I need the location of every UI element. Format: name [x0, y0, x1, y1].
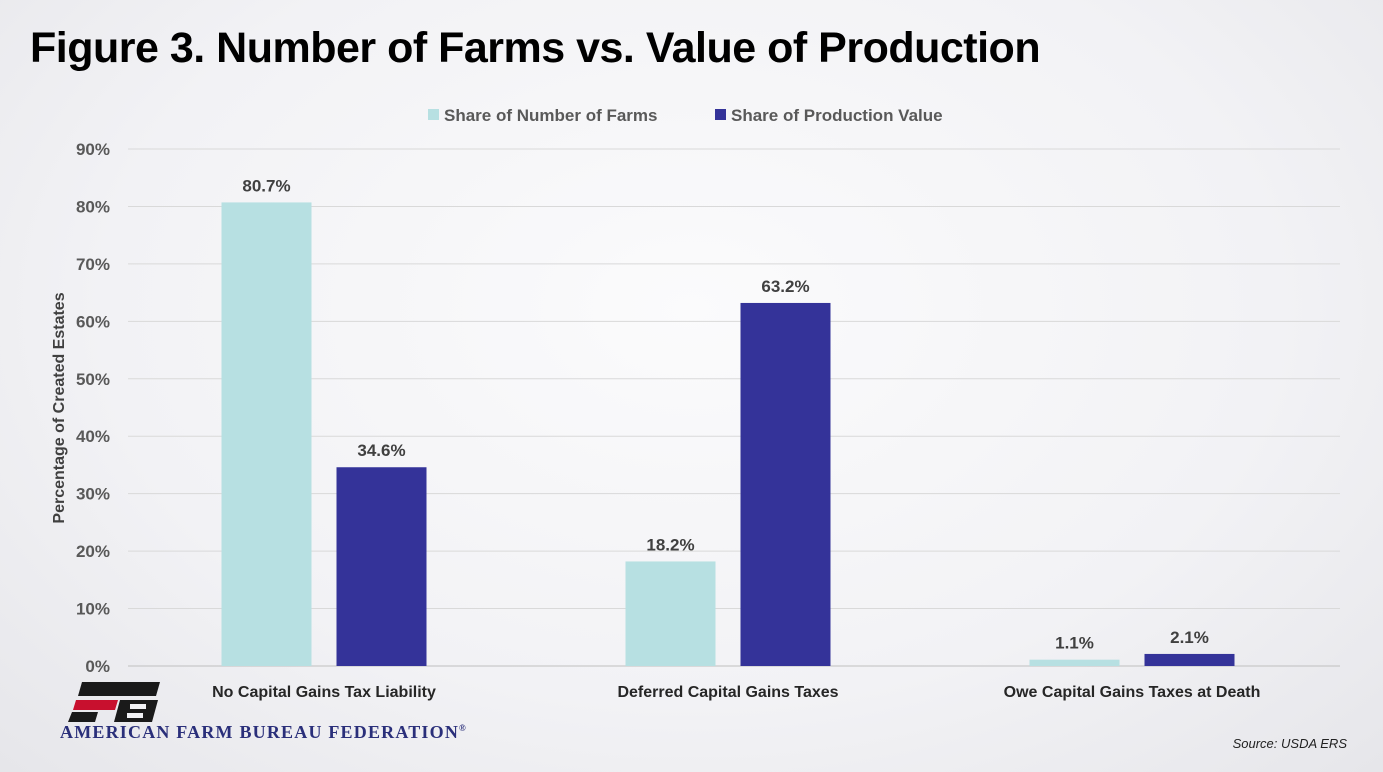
legend-label: Share of Production Value	[731, 106, 943, 125]
y-tick-label: 70%	[76, 255, 110, 274]
data-label: 80.7%	[242, 176, 290, 195]
bar-production-0	[336, 467, 427, 666]
legend-swatch	[428, 109, 439, 120]
bar-production-1	[740, 302, 831, 666]
gridlines	[128, 148, 1340, 667]
y-tick-label: 50%	[76, 370, 110, 389]
bar-farms-2	[1029, 659, 1120, 666]
data-labels: 80.7% 34.6% 18.2% 63.2% 1.1% 2.1%	[242, 176, 1208, 652]
data-label: 18.2%	[646, 535, 694, 554]
x-category-label: No Capital Gains Tax Liability	[212, 684, 436, 701]
y-tick-label: 90%	[76, 140, 110, 159]
y-tick-label: 0%	[85, 657, 110, 676]
x-category-label: Owe Capital Gains Taxes at Death	[1004, 684, 1261, 701]
y-axis-ticks: 0% 10% 20% 30% 40% 50% 60% 70% 80% 90%	[76, 140, 110, 676]
data-label: 63.2%	[761, 277, 809, 296]
legend: Share of Number of Farms Share of Product…	[428, 106, 943, 125]
x-axis-categories: No Capital Gains Tax Liability Deferred C…	[212, 684, 1260, 701]
organization-name: AMERICAN FARM BUREAU FEDERATION®	[60, 722, 467, 743]
afbf-logo: AMERICAN FARM BUREAU FEDERATION®	[60, 678, 500, 748]
bars	[221, 202, 1235, 666]
source-note: Source: USDA ERS	[1232, 736, 1347, 751]
y-tick-label: 40%	[76, 427, 110, 446]
data-label: 2.1%	[1170, 628, 1209, 647]
y-axis-label: Percentage of Created Estates	[51, 292, 68, 523]
registered-mark: ®	[459, 723, 467, 733]
x-category-label: Deferred Capital Gains Taxes	[617, 684, 838, 701]
organization-name-text: AMERICAN FARM BUREAU FEDERATION	[60, 722, 460, 742]
data-label: 1.1%	[1055, 634, 1094, 653]
y-tick-label: 20%	[76, 542, 110, 561]
y-tick-label: 80%	[76, 197, 110, 216]
y-tick-label: 60%	[76, 312, 110, 331]
legend-swatch	[715, 109, 726, 120]
bar-production-2	[1144, 653, 1235, 666]
y-tick-label: 10%	[76, 600, 110, 619]
bar-farms-1	[625, 561, 716, 666]
data-label: 34.6%	[357, 441, 405, 460]
legend-label: Share of Number of Farms	[444, 106, 658, 125]
bar-farms-0	[221, 202, 312, 666]
chart-title: Figure 3. Number of Farms vs. Value of P…	[30, 24, 1041, 72]
y-tick-label: 30%	[76, 485, 110, 504]
fb-logo-icon	[68, 682, 160, 722]
